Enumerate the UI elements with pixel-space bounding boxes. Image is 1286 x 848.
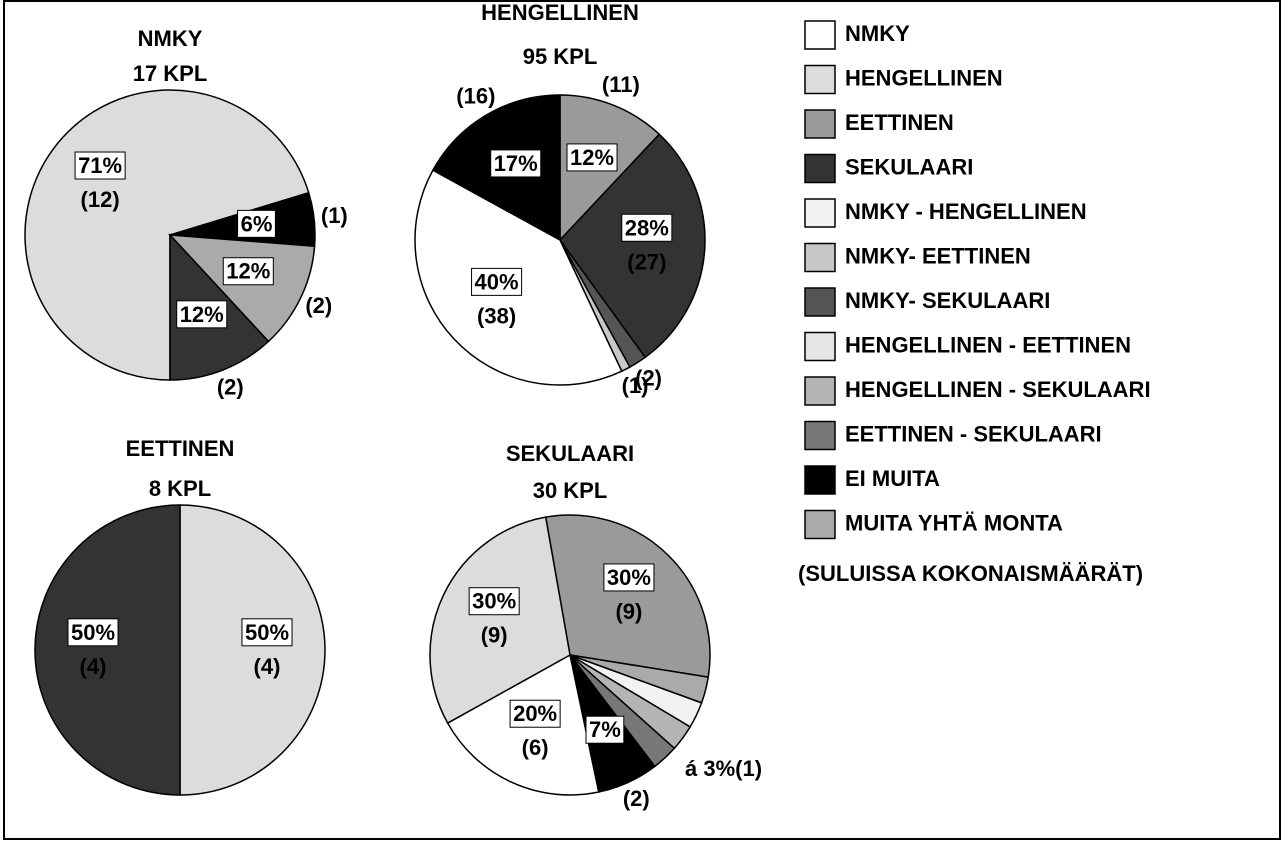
label-box: [237, 209, 276, 238]
legend-swatch: [804, 287, 836, 317]
value-label: 50%: [71, 620, 115, 645]
value-label: 6%: [241, 211, 273, 236]
count-label: (6): [522, 735, 549, 760]
pie-slice: [544, 514, 711, 678]
pie-slice: [429, 516, 571, 725]
label-box: [471, 267, 523, 296]
count-label: (11): [602, 72, 640, 97]
legend-note: (SULUISSA KOKONAISMÄÄRÄT): [798, 561, 1143, 586]
count-label: (1): [622, 373, 649, 398]
legend-label: HENGELLINEN - SEKULAARI: [845, 377, 1151, 402]
legend-label: SEKULAARI: [845, 154, 973, 179]
pie-subtitle: 95 KPL: [523, 44, 598, 69]
label-box: [603, 563, 655, 592]
legend-swatch: [804, 153, 836, 184]
value-label: 7%: [589, 717, 621, 742]
count-label: (2): [635, 365, 662, 390]
pie-slice: [168, 234, 316, 343]
label-box: [621, 213, 673, 242]
legend-label: NMKY- SEKULAARI: [845, 288, 1050, 313]
pie-title: NMKY: [138, 26, 203, 51]
legend-label: EETTINEN: [845, 110, 954, 135]
count-label: (2): [623, 786, 650, 811]
legend-label: MUITA YHTÄ MONTA: [845, 510, 1063, 535]
legend-swatch: [804, 509, 836, 540]
label-box: [585, 715, 625, 744]
value-label: 20%: [513, 701, 557, 726]
pie-title: EETTINEN: [126, 436, 235, 461]
count-label: (27): [627, 249, 666, 274]
count-label: (12): [81, 187, 120, 212]
legend-label: NMKY: [845, 21, 910, 46]
pie-slice: [179, 504, 326, 796]
legend-label: EETTINEN - SEKULAARI: [845, 421, 1102, 446]
legend-label: EI MUITA: [845, 466, 940, 491]
count-label: (9): [481, 623, 508, 648]
pie-subtitle: 8 KPL: [149, 476, 211, 501]
legend-swatch: [804, 465, 836, 495]
pie-subtitle: 17 KPL: [133, 61, 208, 86]
legend-swatch: [804, 242, 836, 273]
pie-title: SEKULAARI: [506, 441, 634, 466]
count-label: (9): [615, 599, 642, 624]
legend-label: NMKY - HENGELLINEN: [845, 199, 1087, 224]
pie-title: HENGELLINEN: [481, 0, 639, 25]
value-label: 12%: [226, 259, 270, 284]
label-box: [67, 618, 119, 647]
legend-swatch: [804, 376, 836, 406]
legend-swatch: [804, 64, 836, 95]
annotation: á 3%(1): [685, 756, 762, 781]
pie-subtitle: 30 KPL: [533, 478, 608, 503]
count-label: (38): [477, 303, 516, 328]
count-label: (2): [217, 375, 244, 400]
label-box: [468, 587, 520, 616]
value-label: 28%: [625, 215, 669, 240]
value-label: 12%: [180, 302, 224, 327]
legend-swatch: [804, 420, 836, 451]
label-box: [509, 699, 561, 728]
value-label: 71%: [78, 153, 122, 178]
label-box: [490, 149, 542, 178]
label-box: [241, 618, 293, 647]
legend-swatch: [804, 109, 836, 139]
count-label: (16): [456, 84, 495, 109]
count-label: (2): [305, 293, 332, 318]
label-box: [74, 151, 126, 180]
label-box: [176, 300, 228, 329]
pie-slice: [34, 504, 181, 796]
label-box: [222, 257, 274, 286]
pie-slice: [559, 133, 706, 359]
count-label: (4): [80, 654, 107, 679]
value-label: 30%: [607, 565, 651, 590]
count-label: (1): [321, 203, 348, 228]
legend-swatch: [804, 198, 836, 228]
legend-swatch: [804, 331, 836, 362]
value-label: 17%: [494, 151, 538, 176]
value-label: 30%: [472, 589, 516, 614]
legend-label: NMKY- EETTINEN: [845, 243, 1031, 268]
value-label: 12%: [570, 145, 614, 170]
label-box: [566, 143, 618, 172]
count-label: (4): [254, 654, 281, 679]
legend-label: HENGELLINEN - EETTINEN: [845, 332, 1131, 357]
value-label: 50%: [245, 620, 289, 645]
legend-swatch: [804, 20, 836, 50]
value-label: 40%: [475, 269, 519, 294]
legend-label: HENGELLINEN: [845, 65, 1003, 90]
